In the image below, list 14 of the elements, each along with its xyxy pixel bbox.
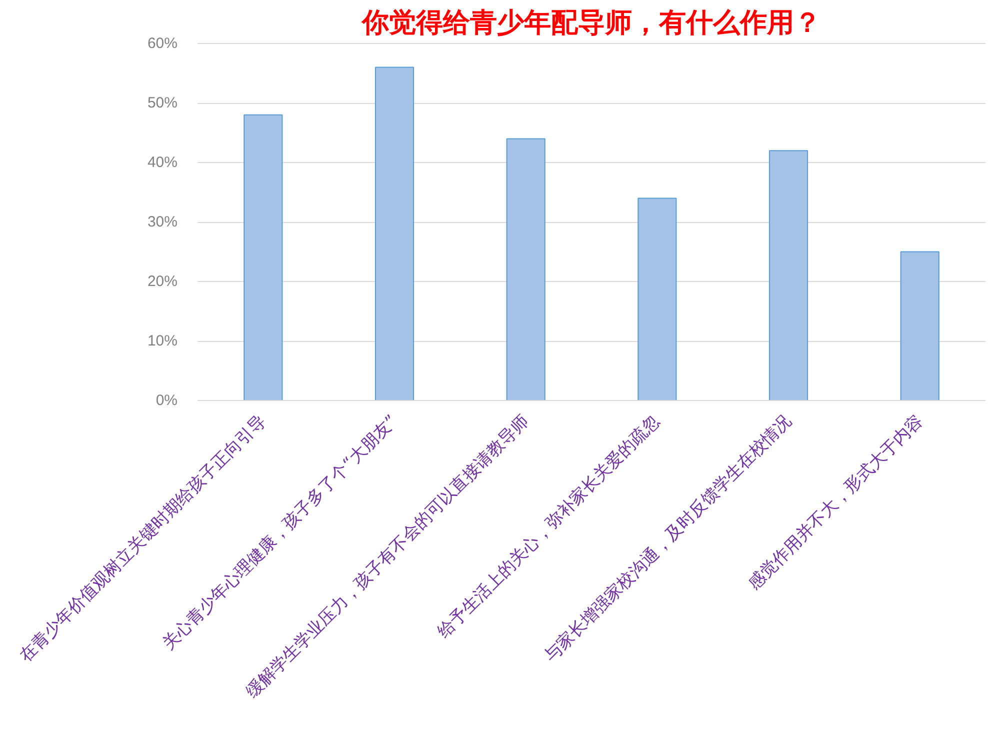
bar bbox=[638, 198, 677, 400]
bar bbox=[768, 150, 808, 400]
y-tick-label: 40% bbox=[147, 154, 178, 171]
y-tick-label: 50% bbox=[147, 94, 178, 112]
chart-title: 你觉得给青少年配导师，有什么作用？ bbox=[361, 8, 821, 38]
y-tick-label: 30% bbox=[147, 214, 178, 230]
y-tick-label: 20% bbox=[147, 273, 178, 290]
bar bbox=[374, 66, 414, 400]
y-tick-label: 10% bbox=[147, 332, 178, 350]
bar bbox=[900, 251, 940, 400]
bar bbox=[506, 138, 546, 400]
y-tick-label: 0% bbox=[156, 392, 178, 409]
bar bbox=[244, 114, 283, 400]
y-tick-label: 60% bbox=[147, 35, 178, 52]
